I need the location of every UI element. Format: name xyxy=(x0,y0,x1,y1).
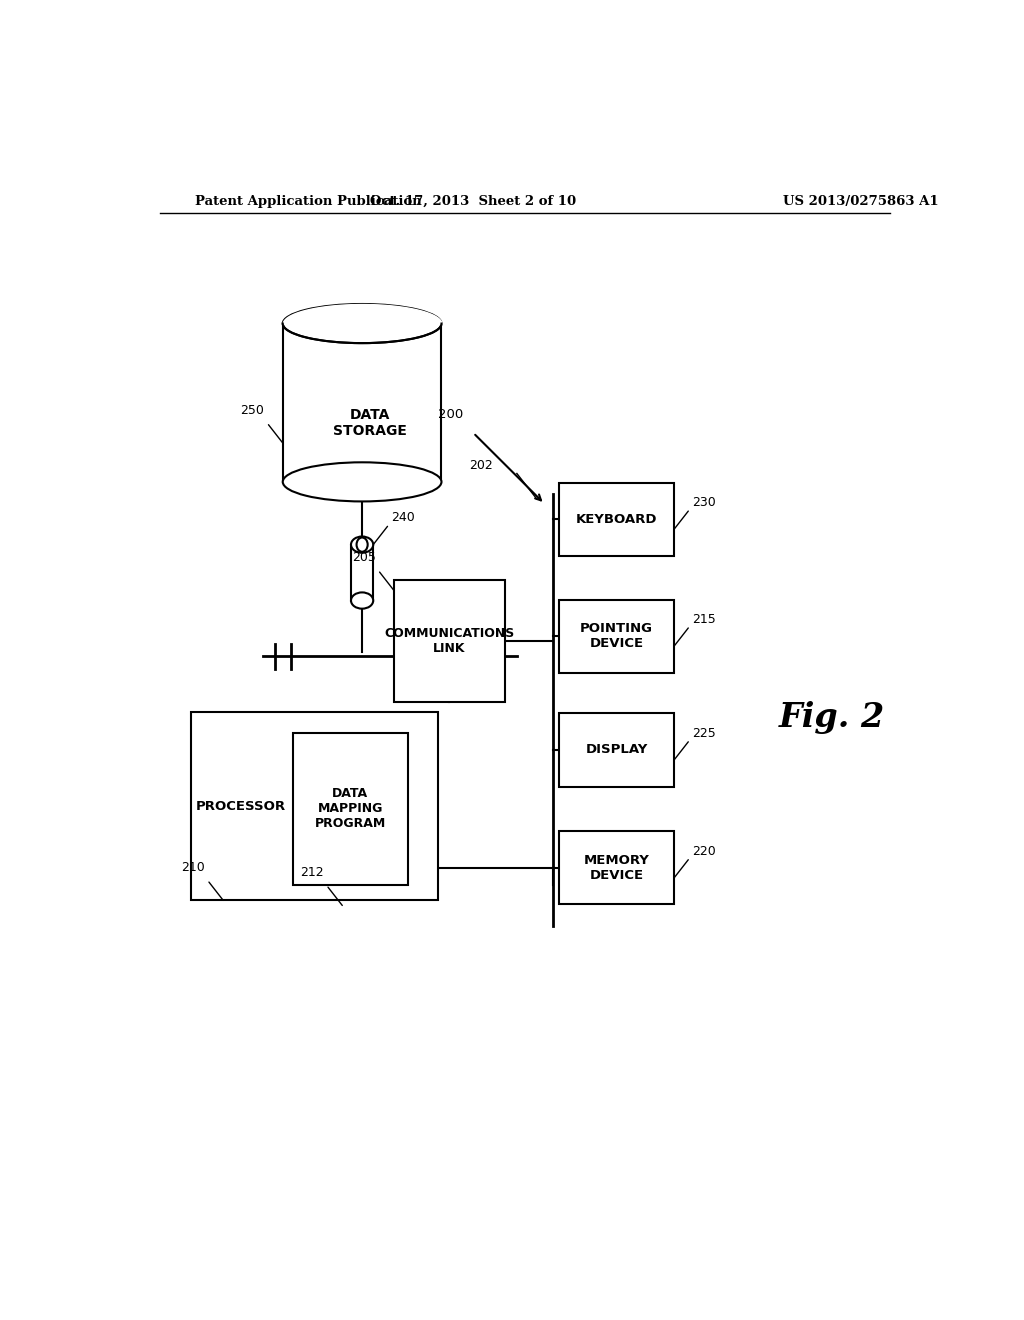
Bar xyxy=(351,545,373,601)
FancyBboxPatch shape xyxy=(293,733,408,886)
FancyBboxPatch shape xyxy=(559,599,674,673)
FancyBboxPatch shape xyxy=(191,713,437,900)
Text: 250: 250 xyxy=(241,404,264,417)
Text: 225: 225 xyxy=(692,727,716,739)
Text: COMMUNICATIONS
LINK: COMMUNICATIONS LINK xyxy=(384,627,514,655)
FancyBboxPatch shape xyxy=(559,832,674,904)
Ellipse shape xyxy=(351,536,373,553)
Text: KEYBOARD: KEYBOARD xyxy=(575,512,657,525)
Text: 230: 230 xyxy=(692,496,716,510)
Ellipse shape xyxy=(283,304,441,343)
Text: DATA
MAPPING
PROGRAM: DATA MAPPING PROGRAM xyxy=(314,788,386,830)
Text: 212: 212 xyxy=(300,866,324,879)
Text: 215: 215 xyxy=(692,612,716,626)
Text: 200: 200 xyxy=(437,408,463,421)
Text: POINTING
DEVICE: POINTING DEVICE xyxy=(580,622,653,651)
Ellipse shape xyxy=(283,462,441,502)
FancyBboxPatch shape xyxy=(394,581,505,702)
Text: 210: 210 xyxy=(181,861,205,874)
FancyBboxPatch shape xyxy=(559,483,674,556)
Text: MEMORY
DEVICE: MEMORY DEVICE xyxy=(584,854,649,882)
Bar xyxy=(283,323,441,502)
Text: 202: 202 xyxy=(469,459,494,473)
FancyBboxPatch shape xyxy=(559,713,674,787)
Text: PROCESSOR: PROCESSOR xyxy=(196,800,286,813)
Text: Oct. 17, 2013  Sheet 2 of 10: Oct. 17, 2013 Sheet 2 of 10 xyxy=(370,194,577,207)
Text: 205: 205 xyxy=(351,550,376,564)
Text: DISPLAY: DISPLAY xyxy=(586,743,647,756)
Text: US 2013/0275863 A1: US 2013/0275863 A1 xyxy=(782,194,938,207)
Text: 240: 240 xyxy=(391,511,415,524)
Text: DATA
STORAGE: DATA STORAGE xyxy=(333,408,407,438)
Text: 220: 220 xyxy=(692,845,716,858)
Ellipse shape xyxy=(351,593,373,609)
Text: Fig. 2: Fig. 2 xyxy=(778,701,885,734)
Text: Patent Application Publication: Patent Application Publication xyxy=(196,194,422,207)
